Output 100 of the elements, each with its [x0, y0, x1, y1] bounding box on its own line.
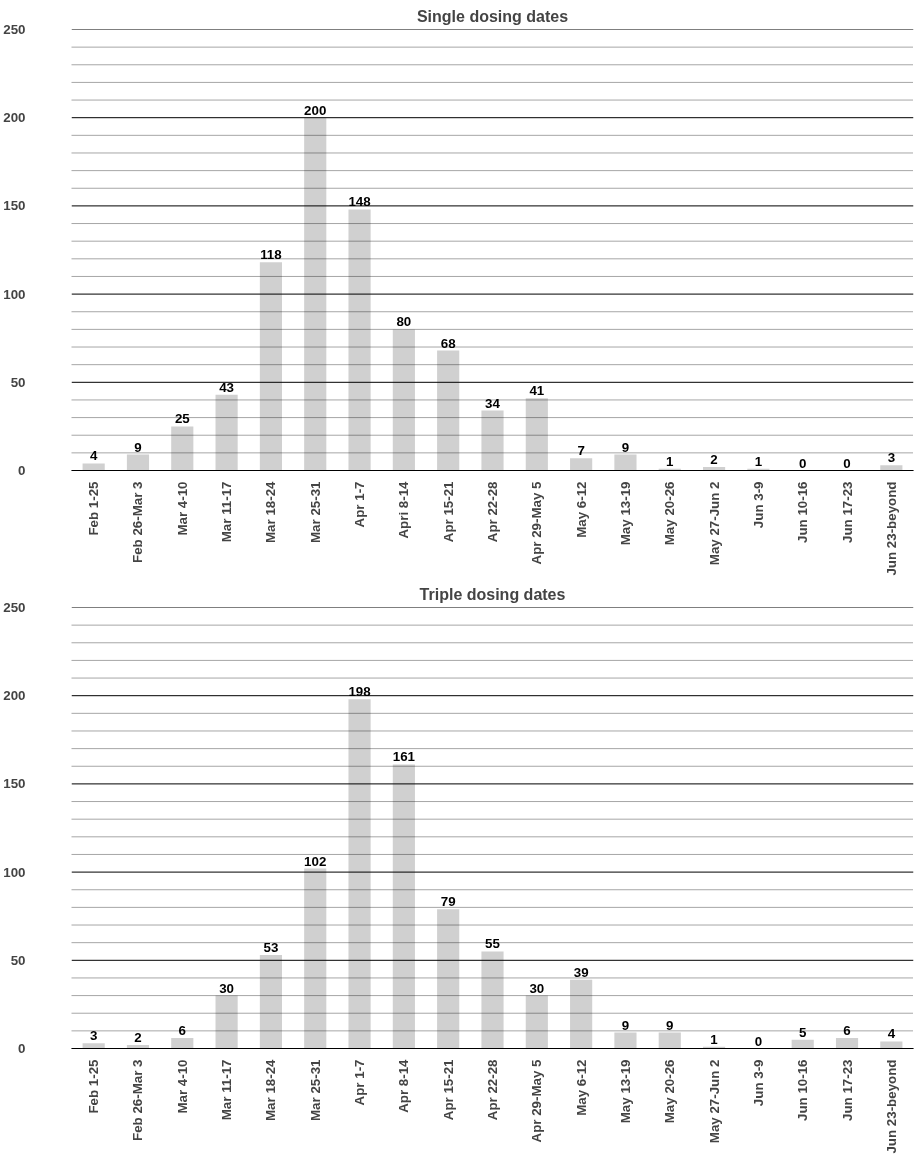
x-tick-label: Jun 3-9: [750, 1059, 766, 1107]
bar: [304, 868, 327, 1049]
x-tick-label: Feb 26-Mar 3: [130, 1059, 146, 1141]
x-tick-label: Mar 25-31: [307, 1058, 323, 1121]
x-tick-label: Apr 15-21: [440, 1058, 456, 1121]
bar: [791, 1039, 814, 1049]
x-tick-label: Apr 29-May 5: [529, 480, 545, 565]
data-label: 4: [887, 1026, 896, 1042]
bar: [570, 458, 593, 471]
data-label: 1: [710, 1031, 719, 1047]
data-label: 0: [799, 455, 807, 471]
data-label: 41: [529, 383, 545, 399]
x-tick-label: May 27-Jun 2: [706, 481, 722, 566]
x-tick-label: Jun 10-16: [795, 1059, 811, 1121]
bar: [614, 1032, 637, 1049]
x-tick-label: May 27-Jun 2: [706, 1059, 722, 1144]
data-label: 34: [485, 395, 501, 411]
data-label: 2: [134, 1029, 142, 1045]
x-tick-label: Apr 1-7: [352, 1059, 368, 1106]
x-tick-label: Jun 10-16: [795, 481, 811, 543]
data-label: 161: [392, 749, 416, 765]
bar: [437, 350, 460, 471]
bar: [880, 465, 903, 471]
x-tick-label: Mar 11-17: [219, 481, 235, 543]
data-label: 30: [219, 980, 235, 996]
y-tick-label: 100: [3, 864, 26, 880]
bar: [835, 1037, 859, 1049]
data-label: 102: [304, 853, 327, 869]
bar: [880, 1041, 903, 1049]
data-label: 80: [396, 314, 412, 330]
x-tick-label: Mar 11-17: [219, 1059, 235, 1121]
x-tick-label: Mar 4-10: [174, 481, 190, 536]
bar: [525, 995, 548, 1049]
data-label: 0: [754, 1033, 763, 1049]
data-label: 3: [887, 450, 896, 466]
y-tick-label: 50: [10, 952, 26, 968]
x-tick-label: Apr 1-7: [352, 481, 368, 528]
x-tick-label: Feb 26-Mar 3: [130, 481, 146, 563]
bar: [437, 909, 460, 1049]
y-tick-label: 50: [10, 374, 26, 390]
data-label: 2: [710, 451, 718, 467]
bar: [82, 463, 105, 471]
y-tick-label: 200: [3, 688, 26, 704]
data-label: 43: [219, 379, 235, 395]
bar: [525, 398, 548, 471]
data-label: 9: [134, 439, 142, 455]
x-tick-label: Apr 15-21: [440, 480, 456, 543]
y-tick-label: 200: [3, 110, 26, 126]
x-tick-label: Mar 25-31: [307, 480, 323, 543]
data-label: 200: [304, 102, 327, 118]
x-tick-label: Feb 1-25: [86, 1058, 102, 1114]
bar: [171, 426, 194, 471]
x-tick-label: Apr 22-28: [485, 481, 500, 543]
x-tick-label: May 20-26: [662, 481, 678, 546]
data-label: 4: [89, 448, 98, 464]
x-tick-label: May 13-19: [617, 1059, 633, 1124]
bar: [658, 1032, 681, 1049]
bar: [348, 209, 371, 471]
bar: [82, 1043, 105, 1049]
bar: [215, 995, 238, 1049]
x-tick-label: Apr 8-14: [396, 1058, 412, 1113]
bar: [126, 454, 150, 471]
y-tick-label: 100: [3, 286, 26, 302]
x-tick-label: May 20-26: [662, 1059, 678, 1124]
bar: [259, 955, 282, 1049]
bar: [348, 699, 371, 1049]
x-tick-label: Apr 22-28: [485, 1059, 500, 1121]
bar: [215, 394, 238, 471]
data-label: 118: [260, 247, 282, 263]
x-tick-label: Apr 29-May 5: [529, 1058, 545, 1143]
data-label: 55: [485, 936, 501, 952]
x-tick-label: Jun 17-23: [839, 1059, 855, 1121]
data-label: 6: [843, 1022, 851, 1038]
x-tick-label: Mar 18-24: [263, 480, 279, 543]
bar: [392, 764, 415, 1049]
data-label: 7: [577, 443, 585, 459]
data-label: 39: [573, 964, 589, 980]
y-tick-label: 0: [18, 1041, 26, 1056]
data-label: 3: [89, 1028, 98, 1044]
bar: [614, 454, 637, 471]
x-tick-label: Jun 3-9: [750, 481, 766, 529]
y-tick-label: 0: [18, 463, 26, 478]
data-label: 0: [843, 455, 851, 471]
x-tick-label: May 6-12: [573, 1059, 589, 1116]
x-tick-label: Apri 8-14: [396, 480, 412, 539]
x-tick-label: May 13-19: [617, 481, 633, 546]
bar: [304, 117, 327, 471]
data-label: 9: [621, 1017, 630, 1033]
bar: [171, 1037, 194, 1049]
x-tick-label: Jun 23-beyond: [883, 481, 899, 576]
x-tick-label: Mar 4-10: [174, 1059, 190, 1114]
data-label: 1: [754, 453, 763, 469]
x-tick-label: May 6-12: [573, 481, 589, 538]
data-label: 6: [178, 1022, 187, 1038]
data-label: 79: [440, 894, 456, 910]
data-label: 25: [174, 411, 191, 427]
x-tick-label: Mar 18-24: [263, 1058, 279, 1121]
y-tick-label: 150: [3, 198, 26, 214]
data-label: 1: [666, 453, 675, 469]
y-tick-label: 150: [3, 776, 26, 792]
